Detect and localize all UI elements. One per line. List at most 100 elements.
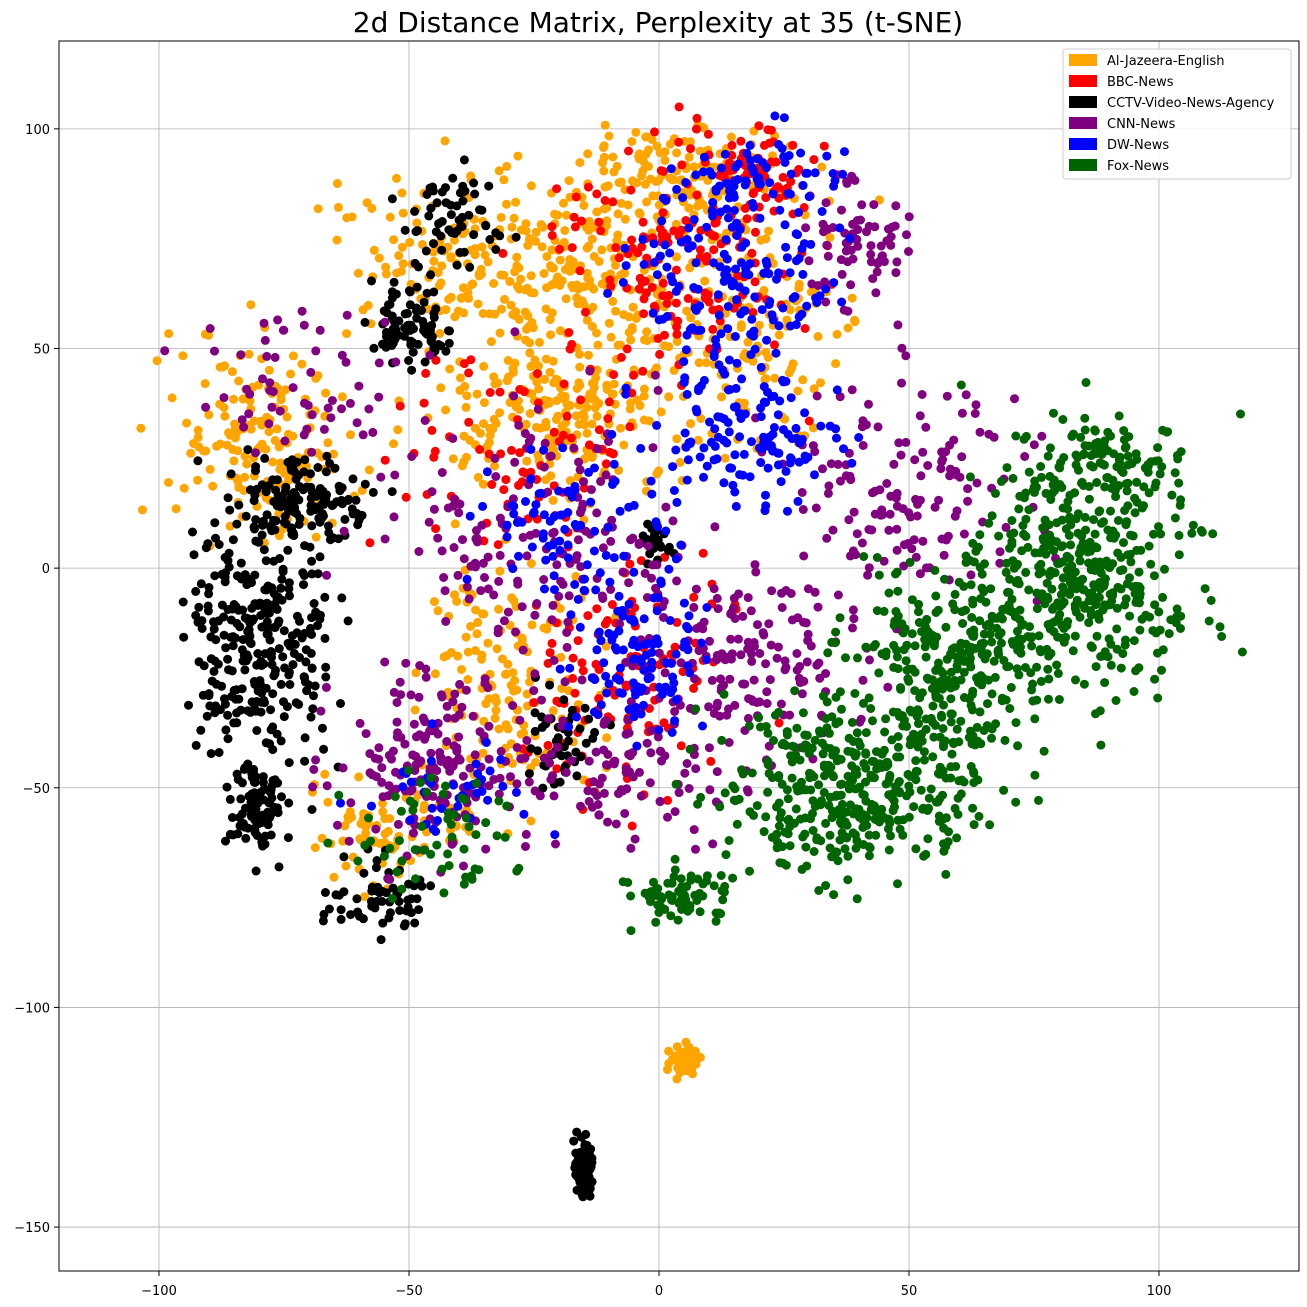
point-cctv-video-news-agency [391, 325, 401, 335]
point-dw-news [498, 781, 508, 791]
point-cctv-video-news-agency [264, 608, 274, 618]
point-cctv-video-news-agency [221, 725, 231, 735]
point-fox-news [1075, 612, 1085, 622]
point-dw-news [756, 362, 766, 372]
point-cnn-news [848, 623, 857, 633]
point-cnn-news [594, 810, 604, 820]
point-cnn-news [776, 699, 786, 709]
point-bbc-news [634, 284, 644, 294]
point-fox-news [1036, 559, 1046, 569]
point-al-jazeera-english [341, 861, 351, 871]
point-dw-news [683, 661, 693, 671]
point-al-jazeera-english [323, 797, 333, 807]
point-cnn-news [744, 694, 754, 704]
point-bbc-news [742, 214, 752, 224]
point-dw-news [669, 486, 679, 495]
point-cctv-video-news-agency [426, 270, 436, 280]
point-cnn-news [630, 834, 640, 844]
point-dw-news [747, 314, 757, 324]
point-fox-news [911, 766, 921, 776]
point-dw-news [670, 716, 680, 726]
point-al-jazeera-english [523, 311, 533, 321]
point-al-jazeera-english [579, 201, 589, 210]
point-al-jazeera-english [656, 407, 666, 417]
point-cnn-news [530, 610, 540, 620]
point-al-jazeera-english [642, 197, 652, 207]
point-cctv-video-news-agency [225, 505, 235, 515]
point-al-jazeera-english [276, 395, 286, 405]
point-dw-news [427, 719, 437, 729]
point-cnn-news [326, 413, 336, 423]
point-dw-news [481, 738, 491, 747]
point-al-jazeera-english [489, 414, 499, 424]
point-cctv-video-news-agency [318, 723, 327, 733]
point-al-jazeera-english [439, 652, 449, 662]
point-dw-news [427, 803, 437, 813]
point-cnn-news [705, 636, 714, 646]
point-cctv-video-news-agency [247, 812, 256, 821]
point-dw-news [624, 599, 634, 609]
point-cctv-video-news-agency [455, 248, 465, 257]
point-cnn-news [602, 760, 611, 770]
point-dw-news [607, 429, 617, 439]
point-cnn-news [972, 478, 982, 488]
point-cnn-news [897, 378, 906, 388]
point-cnn-news [575, 465, 585, 475]
point-fox-news [1206, 595, 1216, 605]
point-dw-news [687, 241, 697, 251]
point-cctv-video-news-agency [261, 738, 271, 748]
point-al-jazeera-english [813, 332, 823, 341]
point-al-jazeera-english [229, 456, 239, 466]
point-cnn-news [847, 171, 857, 181]
point-dw-news [756, 412, 766, 422]
point-dw-news [639, 614, 649, 624]
point-cnn-news [636, 791, 646, 801]
point-al-jazeera-english [441, 405, 451, 415]
point-al-jazeera-english [682, 306, 692, 316]
point-cctv-video-news-agency [470, 189, 480, 199]
point-cnn-news [466, 561, 476, 571]
point-al-jazeera-english [311, 532, 321, 542]
point-al-jazeera-english [597, 279, 607, 289]
point-al-jazeera-english [644, 145, 653, 155]
point-cctv-video-news-agency [330, 463, 340, 473]
point-cnn-news [923, 461, 933, 470]
point-dw-news [730, 332, 740, 341]
point-dw-news [538, 529, 548, 539]
point-cnn-news [549, 791, 559, 801]
point-cnn-news [712, 702, 722, 711]
point-cnn-news [323, 403, 333, 413]
point-fox-news [1164, 629, 1174, 639]
point-al-jazeera-english [323, 438, 333, 448]
point-bbc-news [689, 683, 699, 693]
point-fox-news [763, 756, 773, 766]
point-al-jazeera-english [584, 350, 593, 360]
point-fox-news [1024, 467, 1034, 477]
point-dw-news [724, 193, 734, 203]
point-cctv-video-news-agency [353, 520, 363, 530]
point-al-jazeera-english [313, 204, 323, 214]
point-cnn-news [901, 351, 911, 361]
point-fox-news [1027, 632, 1037, 642]
point-al-jazeera-english [288, 351, 298, 361]
point-cnn-news [780, 656, 790, 666]
point-cnn-news [311, 346, 321, 356]
point-bbc-news [533, 398, 543, 408]
point-dw-news [555, 545, 565, 555]
point-al-jazeera-english [272, 424, 282, 434]
point-fox-news [801, 785, 811, 795]
point-cnn-news [657, 756, 666, 766]
point-al-jazeera-english [456, 293, 466, 303]
point-cctv-video-news-agency [277, 792, 286, 802]
point-cnn-news [945, 440, 955, 450]
point-dw-news [730, 450, 740, 460]
point-cctv-video-news-agency [437, 187, 447, 197]
point-al-jazeera-english [397, 242, 407, 252]
point-al-jazeera-english [167, 393, 177, 403]
point-dw-news [594, 627, 604, 637]
point-cnn-news [384, 781, 394, 791]
point-bbc-news [637, 242, 647, 252]
point-bbc-news [564, 328, 574, 337]
point-dw-news [682, 475, 692, 485]
point-cctv-video-news-agency [538, 783, 548, 793]
